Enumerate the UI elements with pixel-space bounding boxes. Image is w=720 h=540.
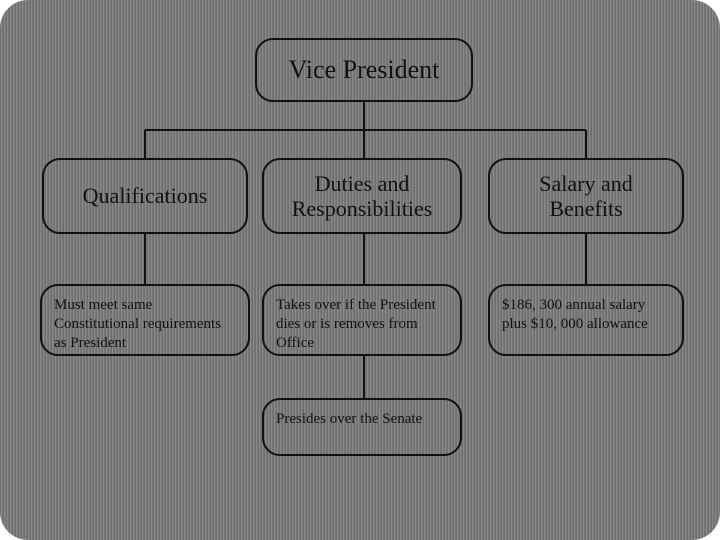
root-label: Vice President — [289, 55, 440, 85]
category-label: Qualifications — [83, 183, 208, 208]
category-label: Salary and Benefits — [500, 171, 672, 222]
leaf-salary-detail: $186, 300 annual salary plus $10, 000 al… — [488, 284, 684, 356]
leaf-label: Takes over if the President dies or is r… — [276, 296, 448, 352]
diagram-canvas: Vice President Qualifications Duties and… — [0, 0, 720, 540]
category-label: Duties and Responsibilities — [274, 171, 450, 222]
category-salary: Salary and Benefits — [488, 158, 684, 234]
leaf-label: Must meet same Constitutional requiremen… — [54, 296, 236, 352]
leaf-label: $186, 300 annual salary plus $10, 000 al… — [502, 296, 670, 334]
leaf-label: Presides over the Senate — [276, 410, 422, 429]
leaf-qualifications-detail: Must meet same Constitutional requiremen… — [40, 284, 250, 356]
category-qualifications: Qualifications — [42, 158, 248, 234]
leaf-duties-takeover: Takes over if the President dies or is r… — [262, 284, 462, 356]
category-duties: Duties and Responsibilities — [262, 158, 462, 234]
root-node: Vice President — [255, 38, 473, 102]
leaf-duties-senate: Presides over the Senate — [262, 398, 462, 456]
